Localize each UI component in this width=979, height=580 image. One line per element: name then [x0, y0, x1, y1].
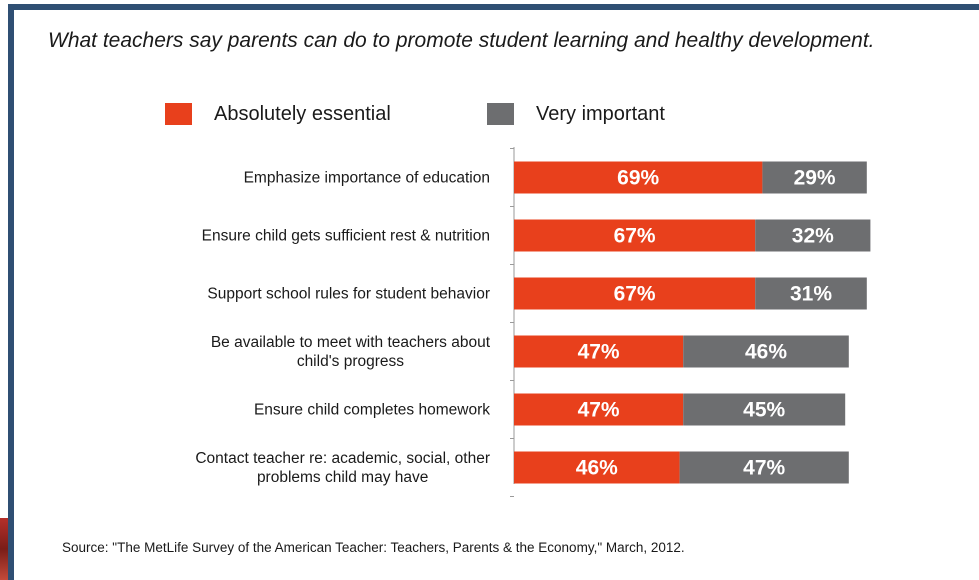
- frame-border-top: [8, 4, 979, 10]
- category-label: Be available to meet with teachers about…: [211, 334, 491, 370]
- bar-very-important: [755, 277, 867, 310]
- corner-decoration: [0, 518, 8, 580]
- frame-border-left: [8, 4, 14, 580]
- legend-item-absolutely-essential: Absolutely essential: [165, 100, 391, 128]
- data-label-very-important: 47%: [743, 457, 785, 480]
- bar-very-important: [762, 161, 867, 194]
- data-label-very-important: 29%: [794, 167, 836, 190]
- category-label: Ensure child completes homework: [254, 402, 490, 419]
- bar-absolutely-essential: [514, 393, 684, 426]
- data-label-absolutely-essential: 47%: [578, 399, 620, 422]
- data-label-very-important: 31%: [790, 283, 832, 306]
- bar-absolutely-essential: [514, 277, 756, 310]
- chart-title: What teachers say parents can do to prom…: [48, 29, 875, 52]
- data-label-very-important: 32%: [792, 225, 834, 248]
- data-label-very-important: 46%: [745, 341, 787, 364]
- data-label-absolutely-essential: 47%: [578, 341, 620, 364]
- bar-absolutely-essential: [514, 451, 680, 484]
- bar-very-important: [683, 335, 849, 368]
- legend-swatch-absolutely-essential: [165, 103, 192, 125]
- bar-very-important: [679, 451, 849, 484]
- bar-absolutely-essential: [514, 161, 763, 194]
- source-note: Source: "The MetLife Survey of the Ameri…: [62, 540, 685, 555]
- category-label: Contact teacher re: academic, social, ot…: [195, 450, 490, 486]
- bar-very-important: [683, 393, 846, 426]
- legend-swatch-very-important: [487, 103, 514, 125]
- bar-absolutely-essential: [514, 219, 756, 252]
- data-label-absolutely-essential: 69%: [617, 167, 659, 190]
- category-label: Emphasize importance of education: [244, 170, 490, 187]
- data-label-absolutely-essential: 46%: [576, 457, 618, 480]
- data-label-very-important: 45%: [743, 399, 785, 422]
- data-label-absolutely-essential: 67%: [614, 225, 656, 248]
- legend-item-very-important: Very important: [487, 100, 665, 128]
- legend-label-absolutely-essential: Absolutely essential: [214, 102, 391, 125]
- legend-label-very-important: Very important: [536, 102, 665, 125]
- bar-absolutely-essential: [514, 335, 684, 368]
- category-label: Ensure child gets sufficient rest & nutr…: [202, 228, 490, 245]
- bar-very-important: [755, 219, 871, 252]
- data-label-absolutely-essential: 67%: [614, 283, 656, 306]
- category-label: Support school rules for student behavio…: [207, 286, 490, 303]
